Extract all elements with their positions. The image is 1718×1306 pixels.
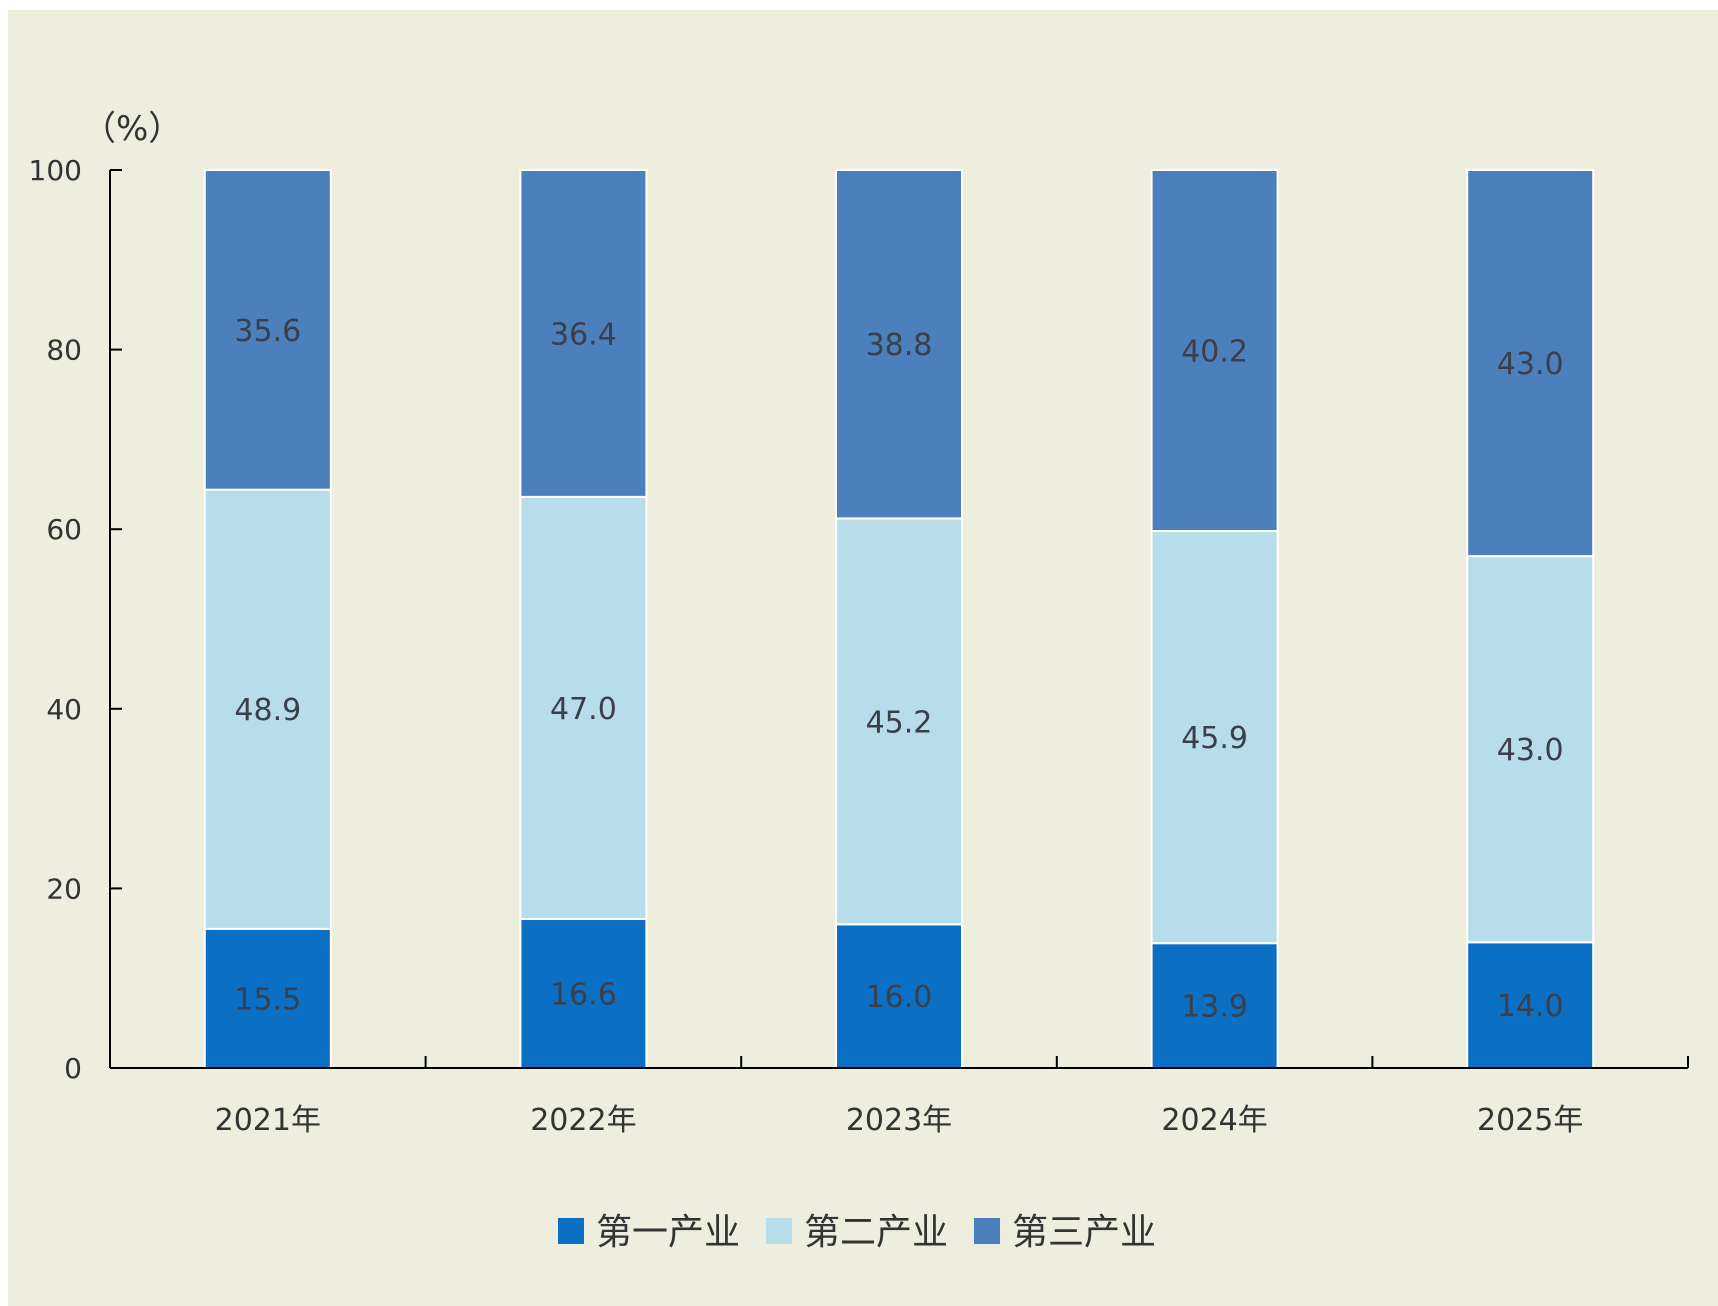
legend-item: 第一产业 — [558, 1212, 740, 1253]
data-label: 47.0 — [550, 692, 617, 727]
bar-stack: 15.5 48.9 35.6 — [203, 169, 332, 1069]
y-tick-label: 100 — [29, 154, 82, 187]
bar-segment — [1150, 942, 1279, 1069]
bar-segment — [519, 169, 648, 498]
y-axis-unit-label: （%） — [82, 109, 182, 149]
bar-segment — [519, 917, 648, 1069]
data-label: 43.0 — [1497, 347, 1564, 382]
x-tick-label: 2024年 — [1161, 1103, 1267, 1138]
legend-label: 第一产业 — [596, 1212, 740, 1253]
y-tick-label: 20 — [46, 872, 82, 905]
y-axis: 0 20 40 60 80 100 — [29, 154, 122, 1085]
bar-stack: 13.9 45.9 40.2 — [1150, 169, 1279, 1069]
legend-item: 第二产业 — [766, 1212, 948, 1253]
bars: 15.5 48.9 35.6 16.6 47.0 36.4 16.0 45.2 38.8 13.9… — [203, 169, 1595, 1070]
data-label: 15.5 — [234, 982, 301, 1017]
bar-segment — [835, 517, 963, 926]
data-label: 16.0 — [866, 980, 933, 1015]
data-label: 48.9 — [234, 693, 301, 728]
data-label: 40.2 — [1181, 334, 1248, 369]
data-label: 45.2 — [866, 705, 933, 740]
bar-stack: 16.6 47.0 36.4 — [519, 169, 648, 1069]
data-label: 38.8 — [866, 328, 933, 363]
legend-swatch — [558, 1218, 584, 1244]
legend-swatch — [974, 1218, 1000, 1244]
y-tick-label: 40 — [46, 693, 82, 726]
bar-segment — [835, 169, 963, 520]
data-label: 14.0 — [1497, 989, 1564, 1024]
data-label: 35.6 — [234, 314, 301, 349]
bar-stack: 16.0 45.2 38.8 — [835, 169, 963, 1069]
legend-label: 第二产业 — [804, 1212, 948, 1253]
x-tick-label: 2025年 — [1477, 1103, 1583, 1138]
bar-segment — [835, 923, 963, 1069]
x-axis: 2021年 2022年 2023年 2024年 2025年 — [109, 1056, 1689, 1138]
data-label: 36.4 — [550, 317, 617, 352]
x-tick-label: 2021年 — [215, 1103, 321, 1138]
legend: 第一产业 第二产业 第三产业 — [558, 1212, 1156, 1253]
x-tick-label: 2023年 — [846, 1103, 952, 1138]
bar-segment — [1466, 169, 1595, 558]
data-label: 16.6 — [550, 977, 617, 1012]
bar-segment — [1466, 941, 1595, 1070]
legend-item: 第三产业 — [974, 1212, 1156, 1253]
bar-segment — [1150, 529, 1279, 945]
bar-segment — [1150, 169, 1279, 532]
x-tick-label: 2022年 — [530, 1103, 636, 1138]
y-tick-label: 0 — [64, 1052, 82, 1085]
data-label: 45.9 — [1181, 721, 1248, 756]
bar-stack: 14.0 43.0 43.0 — [1466, 169, 1595, 1070]
bar-segment — [203, 169, 332, 491]
data-label: 13.9 — [1181, 990, 1248, 1025]
bar-segment — [203, 488, 332, 930]
y-tick-label: 60 — [46, 513, 82, 546]
data-label: 43.0 — [1497, 733, 1564, 768]
bar-segment — [519, 495, 648, 920]
legend-swatch — [766, 1218, 792, 1244]
y-tick-label: 80 — [46, 334, 82, 367]
legend-label: 第三产业 — [1012, 1212, 1156, 1253]
